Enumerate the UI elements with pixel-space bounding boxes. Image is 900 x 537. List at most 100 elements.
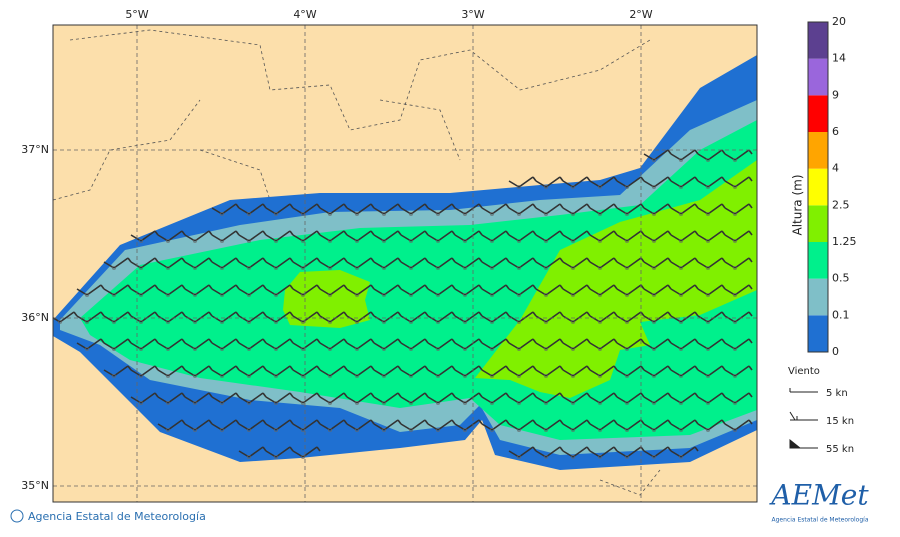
wind-barb <box>589 311 618 323</box>
wind-barb <box>697 230 726 242</box>
barb-station <box>166 374 170 378</box>
barb-station <box>166 320 170 324</box>
barb-station <box>274 293 278 297</box>
wind-barb <box>103 284 132 296</box>
colorbar-title: Altura (m) <box>791 174 805 235</box>
barb-station <box>706 239 710 243</box>
graticule <box>53 25 757 502</box>
wind-barb <box>184 419 213 431</box>
wind-barb <box>238 311 267 323</box>
barb-station <box>409 374 413 378</box>
wind-barb <box>319 365 348 377</box>
colorbar-label: 4 <box>832 162 839 175</box>
wind-barb <box>724 365 753 377</box>
barb-station <box>706 374 710 378</box>
wind-barb <box>589 284 618 296</box>
colorbar-label: 0 <box>832 345 839 358</box>
barb-station <box>598 347 602 351</box>
wind-barb <box>373 230 402 242</box>
barb-station <box>193 239 197 243</box>
barb-station <box>274 239 278 243</box>
barb-station <box>679 185 683 189</box>
wind-barb <box>346 365 375 377</box>
barb-station <box>112 293 116 297</box>
wind-barb <box>238 203 267 215</box>
barb-station <box>355 401 359 405</box>
barb-station <box>301 266 305 270</box>
barb-station <box>139 320 143 324</box>
wind-barb <box>346 257 375 269</box>
barb-station <box>706 428 710 432</box>
wind-barb <box>292 230 321 242</box>
barb-station <box>490 401 494 405</box>
barb-station <box>544 374 548 378</box>
barb-station <box>247 239 251 243</box>
wind-barb <box>265 230 294 242</box>
barb-station <box>517 185 521 189</box>
barb-station <box>652 374 656 378</box>
barb-station <box>544 185 548 189</box>
barb-station <box>733 239 737 243</box>
wind-barb <box>319 257 348 269</box>
wind-barb <box>265 365 294 377</box>
wind-barb <box>697 338 726 350</box>
barb-station <box>571 185 575 189</box>
wind-barb <box>265 419 294 431</box>
wind-barb <box>697 149 726 161</box>
barb-station <box>517 320 521 324</box>
wind-barb <box>184 257 213 269</box>
barb-station <box>382 266 386 270</box>
logo-subtitle: Agencia Estatal de Meteorología <box>772 517 869 524</box>
wind-barb <box>481 392 510 404</box>
wind-barb <box>157 338 186 350</box>
barb-station <box>652 212 656 216</box>
barb-station <box>463 347 467 351</box>
barb-station <box>517 293 521 297</box>
colorbar-label: 14 <box>832 52 846 65</box>
wind-barb <box>616 311 645 323</box>
barb-station <box>166 239 170 243</box>
wind-barb <box>157 284 186 296</box>
wind-barb <box>76 284 105 296</box>
wind-barb <box>211 338 240 350</box>
barb-station <box>652 455 656 459</box>
barb-station <box>166 347 170 351</box>
barb-station <box>274 212 278 216</box>
colorbar-label: 1.25 <box>832 235 857 248</box>
wind-barb <box>697 284 726 296</box>
barb-station <box>598 428 602 432</box>
wind-barb <box>454 257 483 269</box>
barb-station <box>652 320 656 324</box>
barb-station <box>706 185 710 189</box>
wind-barb <box>562 284 591 296</box>
barb-station <box>409 320 413 324</box>
wind-barb <box>508 203 537 215</box>
wind-barb <box>130 338 159 350</box>
barb-station <box>625 212 629 216</box>
wind-barb <box>481 230 510 242</box>
wind-barb <box>238 419 267 431</box>
wind-barb <box>373 257 402 269</box>
barb-station <box>598 455 602 459</box>
wind-barb <box>184 365 213 377</box>
wind-barb <box>508 338 537 350</box>
colorbar-label: 2.5 <box>832 198 850 211</box>
barb-station <box>193 428 197 432</box>
barb-station <box>571 347 575 351</box>
barb-station <box>247 401 251 405</box>
wind-barb <box>238 392 267 404</box>
wind-barb <box>670 284 699 296</box>
barb-station <box>166 266 170 270</box>
wind-barb <box>589 176 618 188</box>
wind-barb <box>76 311 105 323</box>
wind-barb <box>616 230 645 242</box>
colorbar-label: 20 <box>832 15 846 28</box>
wind-barb <box>427 311 456 323</box>
wind-barb <box>427 230 456 242</box>
barb-station <box>436 212 440 216</box>
barb-station <box>517 347 521 351</box>
barb-station <box>355 374 359 378</box>
wind-barb <box>157 365 186 377</box>
barb-station <box>85 293 89 297</box>
lon-label: 2°W <box>629 8 652 21</box>
